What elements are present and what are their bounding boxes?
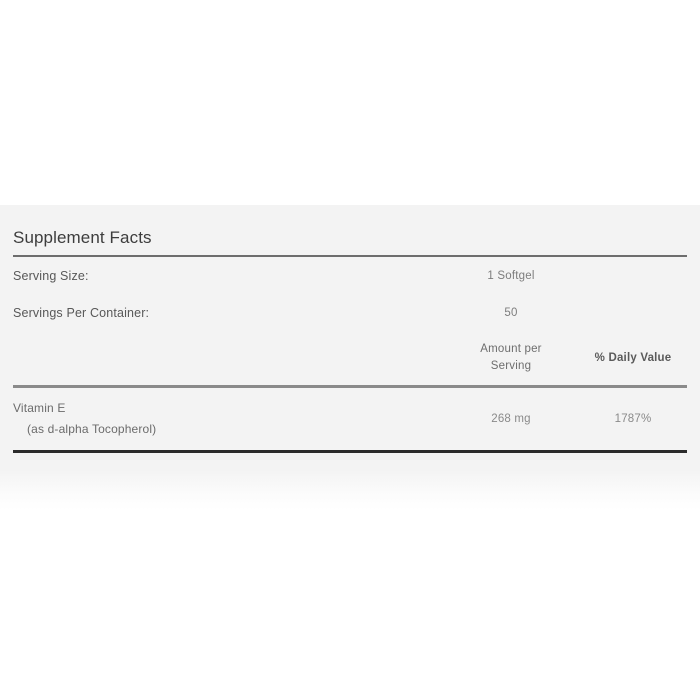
table-row-serving-size: Serving Size: 1 Softgel <box>13 257 687 294</box>
servings-per-container-empty-cell <box>579 294 687 331</box>
serving-size-value: 1 Softgel <box>487 269 535 282</box>
serving-size-empty-cell <box>579 257 687 294</box>
title-divider <box>13 255 687 257</box>
servings-per-container-value: 50 <box>504 306 518 319</box>
supplement-facts-nutrient-table: Vitamin E (as d-alpha Tocopherol) 268 mg… <box>13 388 687 450</box>
nutrient-label-cell: Vitamin E (as d-alpha Tocopherol) <box>13 388 443 450</box>
panel-background-fade <box>0 470 700 510</box>
panel-background <box>0 205 700 490</box>
amount-per-serving-line-1: Amount per <box>480 343 542 355</box>
page-title: Supplement Facts <box>13 228 152 247</box>
nutrient-daily-value: 1787% <box>614 413 652 425</box>
nutrient-amount-value: 268 mg <box>491 413 531 425</box>
header-divider <box>13 385 687 388</box>
table-row: Vitamin E (as d-alpha Tocopherol) 268 mg… <box>13 388 687 450</box>
column-header-amount-per-serving: Amount per Serving <box>443 331 579 385</box>
servings-per-container-label: Servings Per Container: <box>13 305 150 320</box>
nutrient-name: Vitamin E <box>13 401 66 415</box>
table-row-servings-per-container: Servings Per Container: 50 <box>13 294 687 331</box>
serving-size-label: Serving Size: <box>13 268 89 283</box>
bottom-divider <box>13 450 687 453</box>
supplement-facts-panel: Supplement Facts Serving Size: 1 Softgel… <box>0 205 700 453</box>
header-empty-cell <box>13 331 443 385</box>
nutrient-source: (as d-alpha Tocopherol) <box>27 422 157 436</box>
table-header-row: Amount per Serving % Daily Value <box>13 331 687 385</box>
amount-per-serving-line-2: Serving <box>490 360 532 372</box>
column-header-percent-daily-value: % Daily Value <box>594 351 672 364</box>
supplement-facts-table: Serving Size: 1 Softgel Servings Per Con… <box>13 257 687 385</box>
